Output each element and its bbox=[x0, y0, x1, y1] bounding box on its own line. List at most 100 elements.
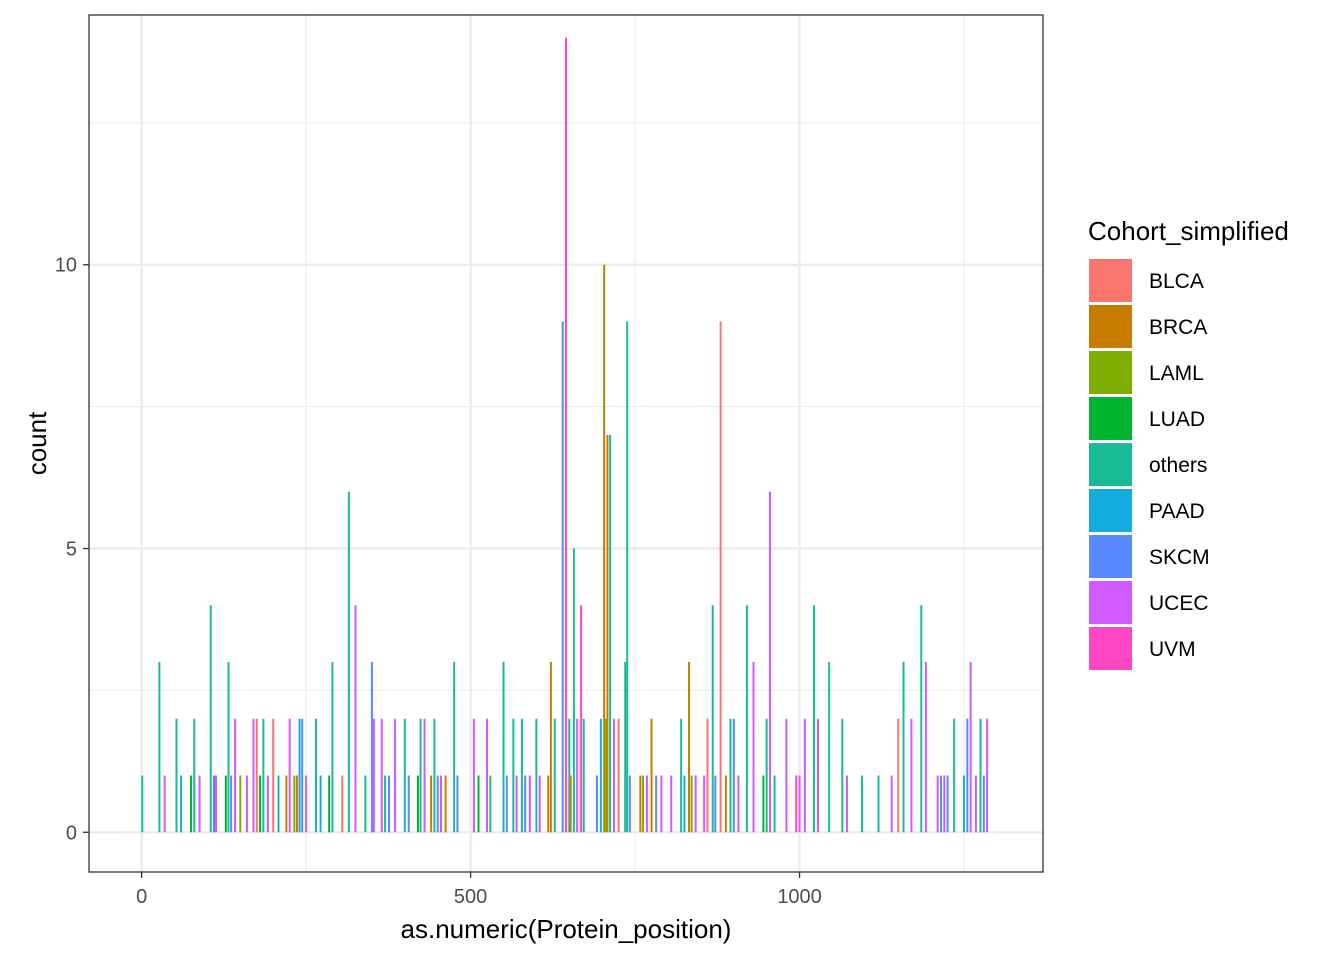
bar-BLCA bbox=[272, 718, 275, 833]
bar-LAML bbox=[641, 775, 644, 833]
bar-BRCA bbox=[724, 775, 727, 833]
legend-title: Cohort_simplified bbox=[1088, 216, 1289, 246]
bar-others bbox=[963, 775, 966, 833]
bar-UCEC bbox=[924, 662, 927, 833]
bar-others bbox=[711, 605, 714, 833]
bar-others bbox=[813, 605, 816, 833]
legend-label-luad: LUAD bbox=[1149, 408, 1205, 431]
legend-label-blca: BLCA bbox=[1149, 270, 1204, 293]
bar-SKCM bbox=[524, 775, 527, 833]
bar-LAML bbox=[604, 718, 607, 833]
bar-others bbox=[535, 718, 538, 833]
bar-others bbox=[553, 718, 556, 833]
bar-BRCA bbox=[285, 775, 288, 833]
bar-others bbox=[489, 775, 492, 833]
legend-swatch-paad bbox=[1089, 489, 1132, 532]
bar-others bbox=[384, 775, 387, 833]
legend-label-paad: PAAD bbox=[1149, 500, 1205, 523]
bar-SKCM bbox=[628, 775, 631, 833]
legend-swatch-luad bbox=[1089, 397, 1132, 440]
bar-SKCM bbox=[966, 718, 969, 833]
bar-UCEC bbox=[613, 718, 616, 833]
bar-UCEC bbox=[969, 662, 972, 833]
bar-BLCA bbox=[255, 718, 258, 833]
legend-label-laml: LAML bbox=[1149, 362, 1204, 385]
legend-label-skcm: SKCM bbox=[1149, 546, 1210, 569]
plot-panel bbox=[88, 14, 1044, 873]
y-axis: 0 5 10 bbox=[55, 255, 89, 844]
bar-PAAD bbox=[180, 775, 183, 833]
bar-others bbox=[403, 718, 406, 833]
bar-UCEC bbox=[645, 775, 648, 833]
bar-UCEC bbox=[670, 775, 673, 833]
bar-others bbox=[609, 434, 612, 833]
bar-PAAD bbox=[599, 718, 602, 833]
bar-UCEC bbox=[694, 775, 697, 833]
bar-LAML bbox=[293, 775, 296, 833]
y-tick-label: 0 bbox=[66, 822, 77, 844]
bar-others bbox=[902, 662, 905, 833]
bar-others bbox=[572, 548, 575, 833]
bar-BRCA bbox=[547, 775, 550, 833]
y-axis-title: count bbox=[22, 411, 52, 475]
bar-others bbox=[453, 662, 456, 833]
bar-BRCA bbox=[569, 775, 572, 833]
bar-UCEC bbox=[252, 718, 255, 833]
x-axis: 0 500 1000 bbox=[136, 872, 822, 908]
bar-others bbox=[262, 718, 265, 833]
bar-SKCM bbox=[561, 321, 564, 833]
bar-others bbox=[227, 662, 230, 833]
bar-others bbox=[277, 775, 280, 833]
bar-BRCA bbox=[650, 718, 653, 833]
bar-UCEC bbox=[486, 718, 489, 833]
bar-others bbox=[141, 775, 144, 833]
bar-BLCA bbox=[341, 775, 344, 833]
bar-LUAD bbox=[224, 775, 227, 833]
bar-BRCA bbox=[688, 662, 691, 833]
bar-SKCM bbox=[301, 718, 304, 833]
bar-others bbox=[841, 718, 844, 833]
bar-UCEC bbox=[515, 775, 518, 833]
bar-UCEC bbox=[528, 775, 531, 833]
y-tick-label: 5 bbox=[66, 538, 77, 560]
bar-UVM bbox=[580, 605, 583, 833]
bar-UCEC bbox=[768, 491, 771, 833]
legend-label-uvm: UVM bbox=[1149, 638, 1196, 661]
bar-UCEC bbox=[943, 775, 946, 833]
bar-UCEC bbox=[305, 775, 308, 833]
bar-SKCM bbox=[388, 775, 391, 833]
bar-SKCM bbox=[436, 775, 439, 833]
bar-UCEC bbox=[393, 718, 396, 833]
x-tick-label: 500 bbox=[454, 886, 487, 908]
bar-UCEC bbox=[785, 718, 788, 833]
bar-others bbox=[568, 718, 571, 833]
bar-UCEC bbox=[986, 718, 989, 833]
bar-SKCM bbox=[505, 775, 508, 833]
bar-UVM bbox=[795, 775, 798, 833]
bar-BRCA bbox=[639, 775, 642, 833]
bar-BRCA bbox=[444, 775, 447, 833]
legend-label-others: others bbox=[1149, 454, 1207, 477]
bar-UCEC bbox=[660, 775, 663, 833]
bar-others bbox=[877, 775, 880, 833]
bar-SKCM bbox=[940, 775, 943, 833]
bar-UCEC bbox=[798, 775, 801, 833]
bars bbox=[141, 37, 989, 833]
bar-LUAD bbox=[328, 775, 331, 833]
bar-LUAD bbox=[477, 775, 480, 833]
bar-BLCA bbox=[617, 718, 620, 833]
bar-LUAD bbox=[259, 775, 262, 833]
bar-BRCA bbox=[603, 264, 606, 833]
bar-UCEC bbox=[423, 718, 426, 833]
legend-label-brca: BRCA bbox=[1149, 316, 1207, 339]
bar-SKCM bbox=[230, 775, 233, 833]
bar-SKCM bbox=[456, 775, 459, 833]
bar-BLCA bbox=[719, 321, 722, 833]
legend-swatch-uvm bbox=[1089, 627, 1132, 670]
bar-UCEC bbox=[936, 775, 939, 833]
bar-UCEC bbox=[472, 718, 475, 833]
y-tick-label: 10 bbox=[55, 255, 77, 277]
bar-SKCM bbox=[213, 775, 216, 833]
bar-LUAD bbox=[189, 775, 192, 833]
